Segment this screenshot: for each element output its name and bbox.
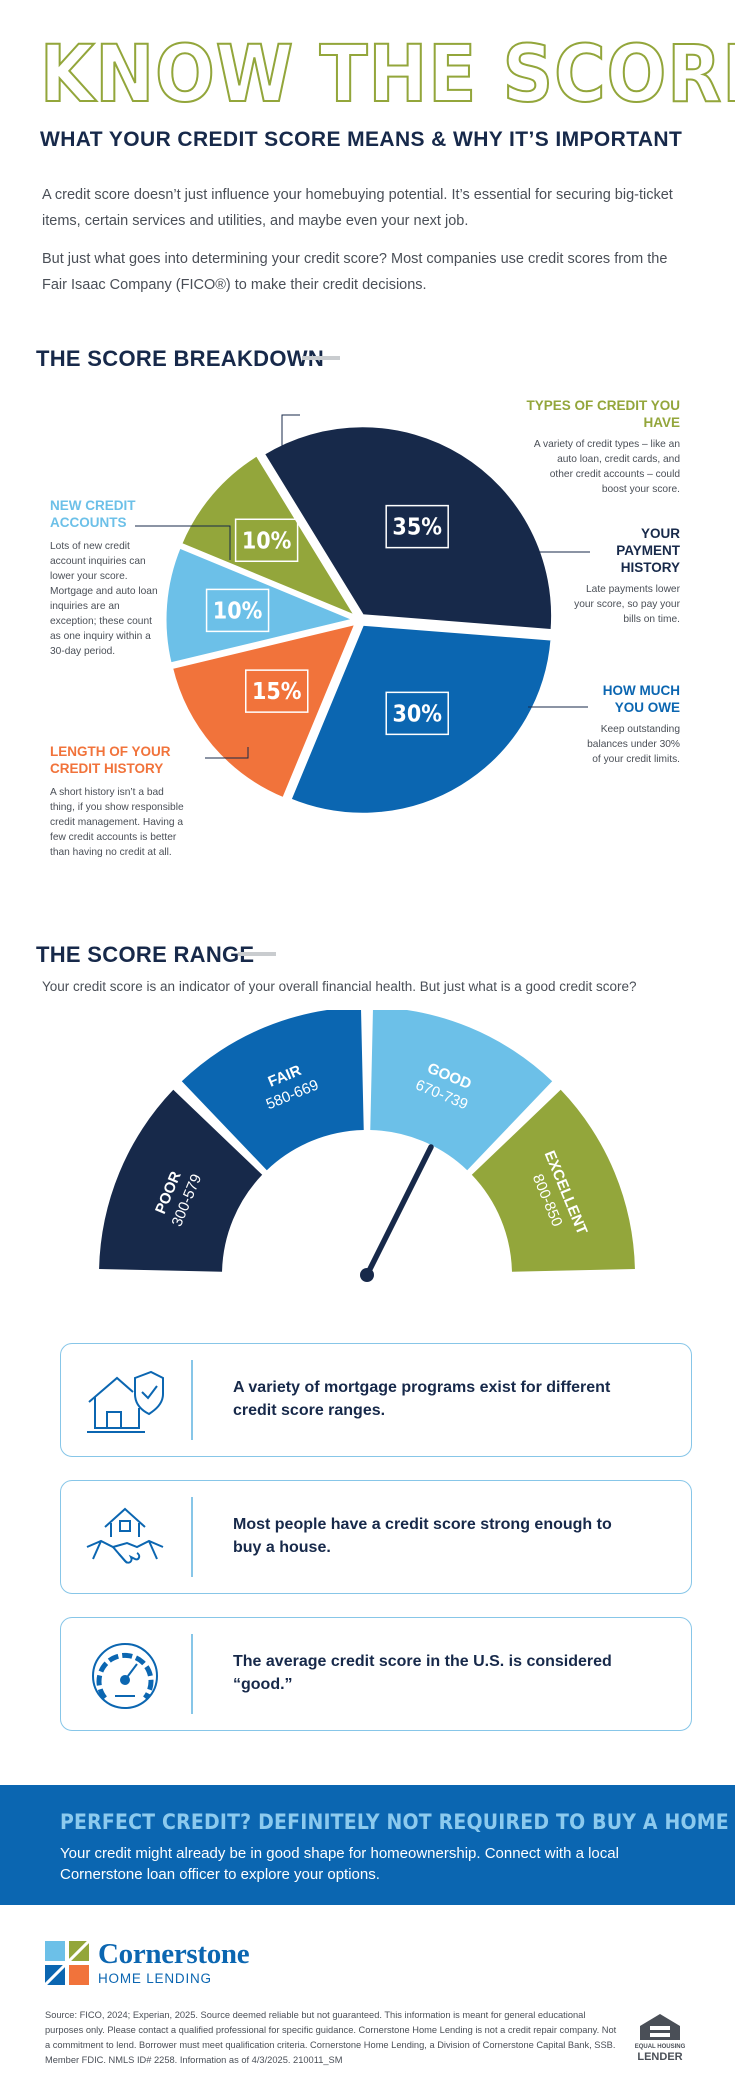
legend-title: LENGTH OF YOUR CREDIT HISTORY bbox=[50, 744, 171, 776]
legend-title: NEW CREDIT ACCOUNTS bbox=[50, 498, 136, 530]
card-divider bbox=[191, 1634, 193, 1714]
pie-label-box bbox=[245, 669, 309, 713]
section-title-breakdown: THE SCORE BREAKDOWN bbox=[36, 346, 325, 371]
legend-desc: Keep outstanding balances under 30% of y… bbox=[587, 724, 680, 765]
gauge-needle bbox=[364, 1144, 434, 1278]
gauge-needle-hub bbox=[360, 1268, 374, 1282]
section-title-rule bbox=[238, 952, 276, 956]
gauge-segment bbox=[471, 1089, 635, 1272]
intro-paragraph: A credit score doesn’t just influence yo… bbox=[42, 187, 673, 229]
pie-slice bbox=[163, 544, 360, 666]
cornerstone-logo-icon bbox=[44, 1940, 90, 1986]
cta-banner bbox=[0, 1785, 735, 1905]
info-card: Most people have a credit score strong e… bbox=[60, 1480, 692, 1594]
gauge-icon bbox=[92, 1643, 158, 1709]
breakdown-pie-chart: 35% 30% 15% 10% 10% bbox=[135, 414, 590, 816]
house-handshake-icon bbox=[86, 1507, 164, 1564]
equal-housing-line2: LENDER bbox=[637, 2051, 683, 2063]
card-divider bbox=[191, 1360, 193, 1440]
pie-leader-line bbox=[281, 414, 300, 477]
cta-text: Your credit might already be in good sha… bbox=[60, 1845, 619, 1883]
pie-label-box bbox=[205, 588, 270, 633]
info-card: The average credit score in the U.S. is … bbox=[60, 1617, 692, 1731]
brand-name: Cornerstone bbox=[98, 1938, 250, 1970]
pie-label: 10% bbox=[242, 528, 292, 554]
pie-slice bbox=[261, 424, 555, 633]
pie-label-box bbox=[385, 504, 449, 549]
legend-desc: Lots of new credit account inquiries can… bbox=[50, 541, 158, 657]
page-subtitle: WHAT YOUR CREDIT SCORE MEANS & WHY IT’S … bbox=[40, 128, 683, 151]
pie-slice bbox=[169, 621, 359, 801]
pie-leader-line bbox=[205, 747, 249, 759]
legend-payment-history: YOUR PAYMENT HISTORY Late payments lower… bbox=[574, 525, 680, 627]
legend-types-of-credit: TYPES OF CREDIT YOU HAVE A variety of cr… bbox=[520, 397, 680, 497]
legend-desc: Late payments lower your score, so pay y… bbox=[574, 584, 680, 625]
brand-subtitle: HOME LENDING bbox=[98, 1971, 212, 1986]
pie-label: 35% bbox=[392, 515, 442, 541]
footer-disclaimer: Source: FICO, 2024; Experian, 2025. Sour… bbox=[45, 2010, 617, 2065]
legend-title: TYPES OF CREDIT YOU HAVE bbox=[526, 398, 680, 430]
pie-label: 30% bbox=[392, 701, 442, 727]
pie-label: 10% bbox=[213, 598, 263, 624]
card-text: The average credit score in the U.S. is … bbox=[233, 1653, 612, 1693]
legend-new-credit: NEW CREDIT ACCOUNTS Lots of new credit a… bbox=[50, 497, 162, 659]
intro-paragraph-2: But just what goes into determining your… bbox=[42, 251, 668, 293]
score-range-gauge: POOR300-579FAIR580-669GOOD670-739EXCELLE… bbox=[99, 1010, 635, 1282]
range-intro: Your credit score is an indicator of you… bbox=[42, 979, 637, 994]
section-title-rule bbox=[302, 356, 340, 360]
legend-length-credit-history: LENGTH OF YOUR CREDIT HISTORY A short hi… bbox=[50, 743, 200, 860]
gauge-segment bbox=[99, 1089, 263, 1272]
equal-housing-icon bbox=[640, 2014, 680, 2040]
gauge-segment bbox=[370, 1010, 553, 1171]
page-title: KNOW THE SCORE bbox=[39, 29, 735, 121]
info-card: A variety of mortgage programs exist for… bbox=[60, 1343, 692, 1457]
card-text: A variety of mortgage programs exist for… bbox=[233, 1379, 611, 1419]
legend-desc: A variety of credit types – like an auto… bbox=[533, 439, 680, 495]
pie-slice bbox=[178, 452, 360, 620]
gauge-segment bbox=[181, 1010, 364, 1171]
legend-how-much-you-owe: HOW MUCH YOU OWE Keep outstanding balanc… bbox=[580, 682, 680, 767]
house-shield-icon bbox=[87, 1370, 164, 1433]
section-title-range: THE SCORE RANGE bbox=[36, 942, 255, 967]
legend-desc: A short history isn’t a bad thing, if yo… bbox=[50, 787, 184, 858]
pie-label-box bbox=[385, 691, 449, 736]
pie-slice bbox=[287, 622, 554, 816]
equal-housing-line1: EQUAL HOUSING bbox=[634, 2044, 686, 2050]
card-text: Most people have a credit score strong e… bbox=[233, 1516, 612, 1556]
pie-leader-line bbox=[135, 525, 231, 560]
cta-title: PERFECT CREDIT? DEFINITELY NOT REQUIRED … bbox=[60, 1810, 729, 1834]
pie-label: 15% bbox=[252, 679, 302, 705]
pie-label-box bbox=[234, 518, 299, 563]
card-divider bbox=[191, 1497, 193, 1577]
legend-title: HOW MUCH YOU OWE bbox=[602, 683, 680, 715]
legend-title: YOUR PAYMENT HISTORY bbox=[616, 526, 680, 575]
